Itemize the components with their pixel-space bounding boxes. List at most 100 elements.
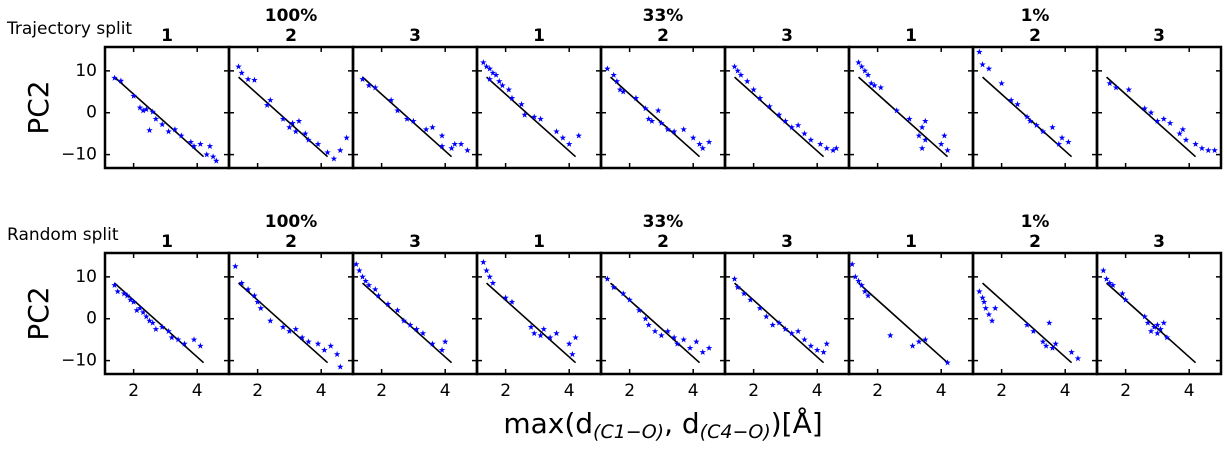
point (1198, 144, 1206, 152)
x-tick-label: 2 (252, 381, 263, 401)
panel: 1 −10 0 10 2 4 (61, 232, 231, 401)
point (645, 115, 652, 122)
point (238, 69, 245, 76)
x-axis-label-part: max(d (503, 407, 593, 440)
point (136, 304, 144, 312)
point (130, 298, 137, 305)
point (168, 334, 175, 341)
point (747, 296, 754, 303)
point (635, 306, 643, 314)
point (944, 147, 951, 154)
point (645, 321, 652, 328)
point (324, 149, 331, 156)
point (689, 134, 697, 141)
point (1160, 115, 1167, 122)
point (286, 327, 293, 335)
panel-title: 2 (1029, 26, 1041, 46)
point (171, 126, 179, 133)
point (165, 327, 172, 335)
point (766, 103, 773, 110)
x-tick-label: 2 (996, 381, 1007, 401)
x-tick-label: 4 (1060, 381, 1071, 401)
point (788, 329, 795, 337)
point (235, 63, 242, 70)
point (655, 107, 662, 114)
x-tick-label: 2 (128, 381, 139, 401)
point (632, 94, 640, 101)
point (775, 111, 783, 118)
panel-title: 3 (409, 26, 421, 46)
point (620, 290, 627, 297)
point (915, 338, 923, 345)
point (111, 74, 118, 81)
point (483, 63, 490, 70)
point (1151, 323, 1158, 330)
point (887, 332, 894, 339)
point (1205, 147, 1212, 154)
point (457, 140, 465, 147)
point (1125, 86, 1133, 93)
point (918, 144, 926, 152)
point (438, 132, 446, 139)
point (429, 340, 436, 347)
point (451, 140, 458, 147)
point (527, 323, 535, 330)
point (565, 140, 573, 147)
point (1100, 267, 1107, 274)
point (1052, 340, 1059, 347)
point (980, 298, 988, 305)
panel-title: 1 (161, 232, 173, 252)
point (1119, 290, 1126, 297)
point (693, 338, 700, 345)
point (861, 67, 869, 74)
point (289, 119, 296, 126)
x-tick-label: 2 (748, 381, 759, 401)
point (480, 59, 487, 66)
point (731, 275, 738, 282)
fit-line (114, 76, 205, 158)
point (337, 363, 344, 370)
point (572, 334, 579, 341)
point (944, 359, 951, 366)
panel: 3 2 4 (1095, 232, 1223, 401)
panel-frame (971, 45, 1099, 170)
x-tick-label: 4 (192, 381, 203, 401)
point (343, 134, 350, 141)
panel-title: 2 (657, 232, 669, 252)
point (1154, 117, 1161, 124)
point (372, 84, 379, 91)
y-axis-label: PC2 (22, 286, 55, 340)
point (1147, 109, 1155, 116)
point (626, 296, 633, 303)
point (1154, 321, 1161, 328)
panel: 1 −10 0 10 (61, 26, 231, 170)
point (314, 340, 322, 347)
point (1106, 80, 1113, 87)
point (537, 332, 544, 339)
point (1141, 105, 1148, 112)
point (496, 77, 503, 85)
point (174, 336, 182, 343)
panel: 3 (1095, 26, 1223, 170)
panel-title: 3 (1153, 232, 1165, 252)
point (540, 325, 547, 332)
point (356, 267, 363, 274)
point (1109, 281, 1117, 288)
point (877, 84, 885, 91)
point (124, 292, 131, 299)
point (305, 338, 312, 345)
point (327, 342, 334, 349)
point (734, 283, 741, 291)
group-title: 33% (643, 212, 684, 232)
point (1179, 126, 1187, 133)
point (251, 76, 258, 83)
point (893, 107, 900, 114)
panel-title: 2 (657, 26, 669, 46)
panel-title: 3 (409, 232, 421, 252)
point (740, 290, 748, 297)
group-title: 1% (1021, 212, 1050, 232)
point (1141, 313, 1148, 320)
point (483, 267, 490, 274)
panel: 1 2 4 (475, 232, 603, 401)
